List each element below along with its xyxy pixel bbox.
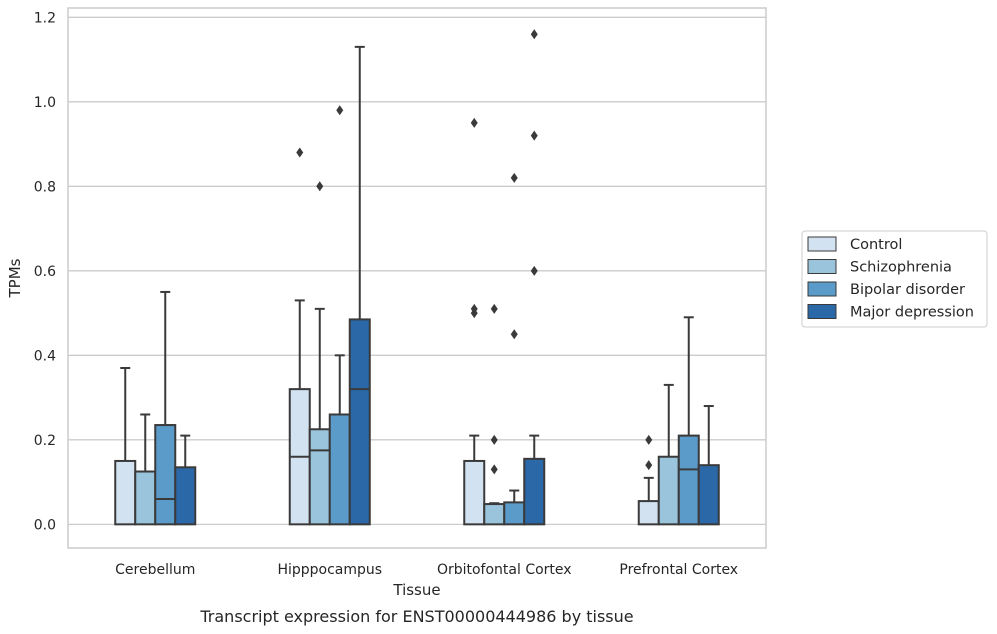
chart-caption: Transcript expression for ENST0000044498… bbox=[199, 607, 633, 626]
box bbox=[288, 147, 311, 526]
outlier-point bbox=[470, 303, 478, 314]
box-body bbox=[697, 464, 720, 526]
box-body bbox=[174, 466, 197, 526]
box-body bbox=[463, 459, 486, 526]
legend-label: Schizophrenia bbox=[850, 260, 952, 276]
series-schizophrenia bbox=[134, 181, 680, 526]
outlier-point bbox=[336, 105, 344, 116]
x-tick-label: Prefrontal Cortex bbox=[619, 562, 738, 578]
legend: Control Schizophrenia Bipolar disorder Majo… bbox=[801, 230, 988, 328]
x-axis-ticks: Cerebellum Hipppocampus Orbitofontal Corte… bbox=[115, 562, 738, 578]
box bbox=[483, 303, 506, 526]
box bbox=[677, 316, 700, 526]
legend-label: Major depression bbox=[850, 305, 974, 321]
y-tick-label: 0.2 bbox=[34, 433, 56, 449]
box-body bbox=[677, 434, 700, 526]
y-axis-label: TPMs bbox=[6, 258, 24, 298]
box-body bbox=[348, 318, 371, 526]
box-body bbox=[637, 500, 660, 526]
box bbox=[657, 383, 680, 526]
outlier-point bbox=[510, 172, 518, 183]
box-body bbox=[503, 501, 526, 526]
series-major-depression bbox=[174, 29, 720, 526]
box-body bbox=[154, 424, 177, 526]
outlier-point bbox=[490, 303, 498, 314]
box bbox=[114, 367, 137, 526]
box bbox=[154, 290, 177, 526]
legend-swatch bbox=[807, 236, 837, 252]
y-tick-label: 0.0 bbox=[34, 517, 56, 533]
y-tick-label: 1.2 bbox=[34, 10, 56, 26]
y-axis-ticks: 0.0 0.2 0.4 0.6 0.8 1.0 1.2 bbox=[34, 10, 56, 533]
x-tick-label: Orbitofontal Cortex bbox=[437, 562, 572, 578]
outlier-point bbox=[645, 460, 653, 471]
box bbox=[637, 434, 660, 526]
legend-label: Control bbox=[850, 237, 902, 253]
box bbox=[463, 117, 486, 526]
outlier-point bbox=[530, 130, 538, 141]
outlier-point bbox=[530, 265, 538, 276]
box-body bbox=[657, 455, 680, 526]
outlier-point bbox=[645, 434, 653, 445]
box-body bbox=[134, 470, 157, 526]
x-axis-label: Tissue bbox=[392, 581, 440, 599]
outlier-point bbox=[510, 329, 518, 340]
outlier-point bbox=[530, 29, 538, 40]
y-tick-label: 0.4 bbox=[34, 348, 56, 364]
outlier-point bbox=[490, 434, 498, 445]
box bbox=[134, 413, 157, 526]
y-tick-label: 1.0 bbox=[34, 95, 56, 111]
box-body bbox=[523, 457, 546, 526]
series-control bbox=[114, 117, 660, 526]
outlier-point bbox=[470, 117, 478, 128]
box bbox=[348, 45, 371, 526]
legend-swatch bbox=[807, 259, 837, 274]
box bbox=[174, 434, 197, 526]
box-body bbox=[483, 503, 506, 526]
box bbox=[503, 172, 526, 526]
legend-swatch bbox=[807, 281, 837, 297]
y-tick-label: 0.6 bbox=[34, 264, 56, 280]
outlier-point bbox=[490, 464, 498, 475]
outlier-point bbox=[316, 181, 324, 192]
box bbox=[308, 181, 331, 526]
box-body bbox=[308, 428, 331, 526]
box-series bbox=[114, 29, 720, 526]
box-body bbox=[328, 413, 351, 526]
legend-swatch bbox=[807, 304, 837, 319]
outlier-point bbox=[296, 147, 304, 158]
box-body bbox=[114, 459, 137, 526]
series-bipolar-disorder bbox=[154, 105, 700, 526]
x-tick-label: Cerebellum bbox=[115, 562, 195, 578]
box bbox=[523, 29, 546, 526]
legend-label: Bipolar disorder bbox=[850, 282, 965, 298]
box bbox=[328, 105, 351, 526]
box bbox=[697, 405, 720, 526]
plot-frame bbox=[67, 7, 767, 549]
legend-frame bbox=[801, 230, 988, 328]
x-tick-label: Hipppocampus bbox=[277, 562, 382, 578]
y-tick-label: 0.8 bbox=[34, 179, 56, 195]
